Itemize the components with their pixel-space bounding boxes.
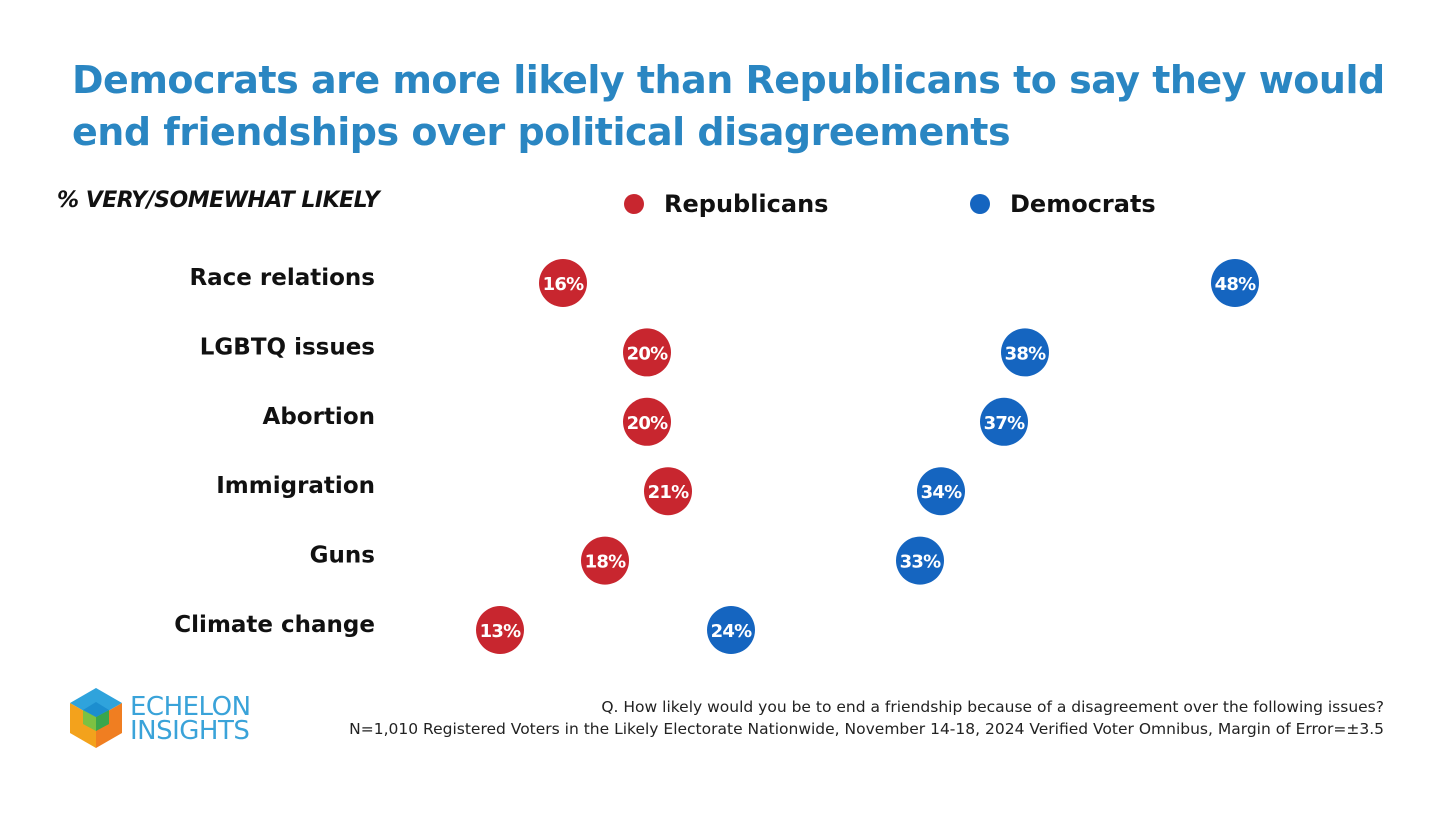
dot-value-label: 48% (1215, 274, 1256, 295)
cube-logo-icon (70, 688, 122, 748)
dot-marker (1001, 328, 1049, 377)
dot-marker (539, 259, 587, 307)
dot-republicans-guns: 18% (581, 536, 629, 585)
legend-label-democrats: Democrats (1010, 190, 1156, 218)
dot-democrats-climate-change: 24% (707, 606, 755, 654)
category-label-immigration: Immigration (216, 473, 375, 499)
footnote-methodology: N=1,010 Registered Voters in the Likely … (349, 720, 1384, 738)
dot-value-label: 24% (711, 621, 752, 642)
dot-value-label: 34% (921, 482, 962, 503)
chart-title: Democrats are more likely than Republica… (72, 58, 1385, 154)
dot-value-label: 20% (627, 343, 668, 364)
dot-democrats-immigration: 34% (917, 467, 965, 516)
footnote-question: Q. How likely would you be to end a frie… (601, 698, 1384, 716)
logo-text-echelon: ECHELON (130, 692, 251, 722)
legend-swatch-republicans (624, 194, 644, 214)
category-label-abortion: Abortion (263, 404, 375, 430)
dot-value-label: 18% (585, 552, 626, 573)
dot-marker (623, 397, 671, 446)
dot-value-label: 20% (627, 413, 668, 434)
dot-democrats-guns: 33% (896, 536, 944, 585)
dot-democrats-race-relations: 48% (1211, 259, 1259, 307)
dot-value-label: 21% (648, 482, 689, 503)
dot-marker (476, 606, 524, 654)
dot-republicans-immigration: 21% (644, 467, 692, 516)
dot-value-label: 33% (900, 552, 941, 573)
dot-marker (1211, 259, 1259, 307)
legend-label-republicans: Republicans (664, 190, 829, 218)
legend-swatch-democrats (970, 194, 990, 214)
echelon-insights-logo: ECHELON INSIGHTS (66, 686, 251, 752)
dot-value-label: 38% (1005, 343, 1046, 364)
dot-marker (644, 467, 692, 516)
dot-marker (623, 328, 671, 377)
dot-democrats-abortion: 37% (980, 397, 1028, 446)
dot-marker (896, 536, 944, 585)
dot-marker (707, 606, 755, 654)
category-label-lgbtq-issues: LGBTQ issues (200, 334, 375, 360)
footnote: Q. How likely would you be to end a frie… (349, 696, 1384, 740)
category-label-race-relations: Race relations (189, 265, 375, 291)
legend-item-democrats: Democrats (970, 190, 1156, 218)
dot-value-label: 13% (480, 621, 521, 642)
category-label-guns: Guns (310, 543, 375, 569)
logo-text-insights: INSIGHTS (130, 716, 250, 746)
dot-republicans-lgbtq-issues: 20% (623, 328, 671, 377)
dot-marker (980, 397, 1028, 446)
dot-value-label: 16% (543, 274, 584, 295)
dot-republicans-climate-change: 13% (476, 606, 524, 654)
legend-item-republicans: Republicans (624, 190, 828, 218)
dot-republicans-abortion: 20% (623, 397, 671, 446)
chart-subtitle: % VERY/SOMEWHAT LIKELY (57, 188, 380, 213)
category-label-climate-change: Climate change (174, 612, 375, 638)
dot-republicans-race-relations: 16% (539, 259, 587, 307)
dot-marker (581, 536, 629, 585)
dot-marker (917, 467, 965, 516)
dot-democrats-lgbtq-issues: 38% (1001, 328, 1049, 377)
dot-value-label: 37% (984, 413, 1025, 434)
